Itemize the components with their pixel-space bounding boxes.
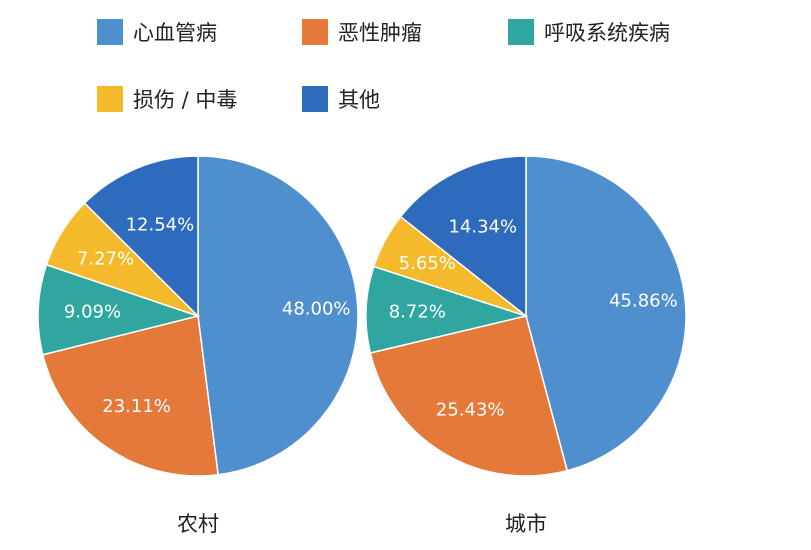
slice-data-label: 48.00%: [282, 299, 351, 320]
legend-label: 恶性肿瘤: [338, 21, 422, 45]
legend-swatch: [302, 86, 328, 112]
slice-data-label: 14.34%: [448, 217, 517, 238]
pie-slice: [399, 155, 527, 318]
legend-item-other: 其他: [302, 84, 380, 114]
legend-item-injury: 损伤 / 中毒: [97, 84, 237, 114]
pie-slice: [525, 155, 687, 472]
legend-item-tumor: 恶性肿瘤: [302, 17, 422, 47]
pie-title: 城市: [505, 512, 547, 536]
legend-label: 其他: [338, 88, 380, 112]
pie-slice: [369, 315, 569, 477]
slice-data-label: 8.72%: [389, 302, 446, 323]
slice-data-label: 9.09%: [64, 302, 121, 323]
slice-data-label: 23.11%: [102, 396, 171, 417]
pie-slice: [83, 155, 199, 318]
pie-slice: [37, 263, 201, 356]
pie-slice: [365, 265, 529, 354]
legend-swatch: [97, 19, 123, 45]
legend-item-respiratory: 呼吸系统疾病: [508, 17, 670, 47]
slice-data-label: 12.54%: [126, 214, 195, 235]
legend-swatch: [97, 86, 123, 112]
legend-item-cardiovascular: 心血管病: [97, 17, 217, 47]
legend-label: 呼吸系统疾病: [544, 21, 670, 45]
pie-slice: [41, 315, 219, 477]
slice-data-label: 5.65%: [399, 253, 456, 274]
slice-data-label: 25.43%: [436, 399, 505, 420]
legend-swatch: [508, 19, 534, 45]
slice-data-label: 45.86%: [609, 291, 678, 312]
legend-label: 损伤 / 中毒: [133, 88, 238, 112]
slice-data-label: 7.27%: [77, 249, 134, 270]
pie-title: 农村: [177, 512, 219, 536]
chart-legend: 心血管病 恶性肿瘤 呼吸系统疾病 损伤 / 中毒 其他: [0, 0, 811, 130]
legend-label: 心血管病: [133, 21, 217, 45]
pie-slice: [197, 155, 359, 476]
legend-swatch: [302, 19, 328, 45]
